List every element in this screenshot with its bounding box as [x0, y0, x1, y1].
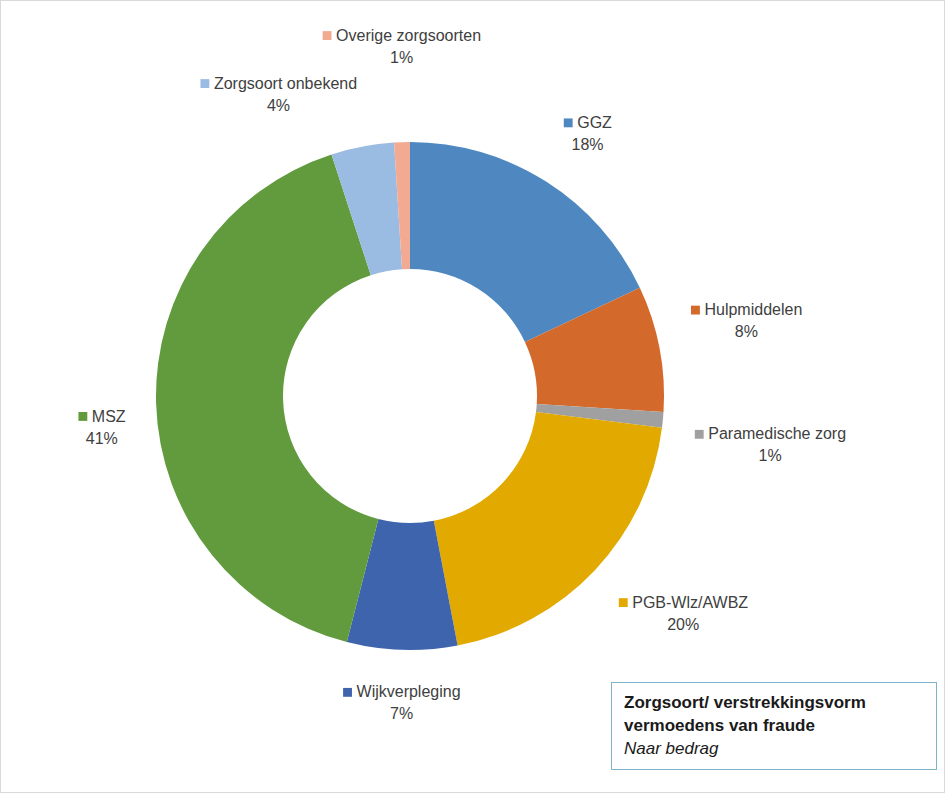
svg-text:Overige zorgsoorten: Overige zorgsoorten: [336, 27, 481, 44]
svg-text:20%: 20%: [667, 616, 699, 633]
svg-text:MSZ: MSZ: [92, 408, 126, 425]
svg-text:Zorgsoort onbekend: Zorgsoort onbekend: [214, 75, 357, 92]
svg-text:41%: 41%: [86, 430, 118, 447]
svg-text:Wijkverpleging: Wijkverpleging: [357, 683, 461, 700]
svg-text:4%: 4%: [267, 97, 290, 114]
html-text:Naar bedrag: Naar bedrag: [624, 739, 719, 758]
svg-text:8%: 8%: [735, 323, 758, 340]
svg-text:1%: 1%: [390, 49, 413, 66]
svg-text:PGB-Wlz/AWBZ: PGB-Wlz/AWBZ: [632, 594, 748, 611]
svg-text:1%: 1%: [759, 447, 782, 464]
html-text:Zorgsoort/ verstrekkingsvorm v: Zorgsoort/ verstrekkingsvorm vermoedens …: [624, 693, 866, 735]
svg-text:Hulpmiddelen: Hulpmiddelen: [704, 301, 802, 318]
svg-text:GGZ: GGZ: [577, 114, 612, 131]
svg-text:7%: 7%: [390, 705, 413, 722]
svg-text:18%: 18%: [572, 136, 604, 153]
svg-text:Paramedische zorg: Paramedische zorg: [708, 425, 846, 442]
